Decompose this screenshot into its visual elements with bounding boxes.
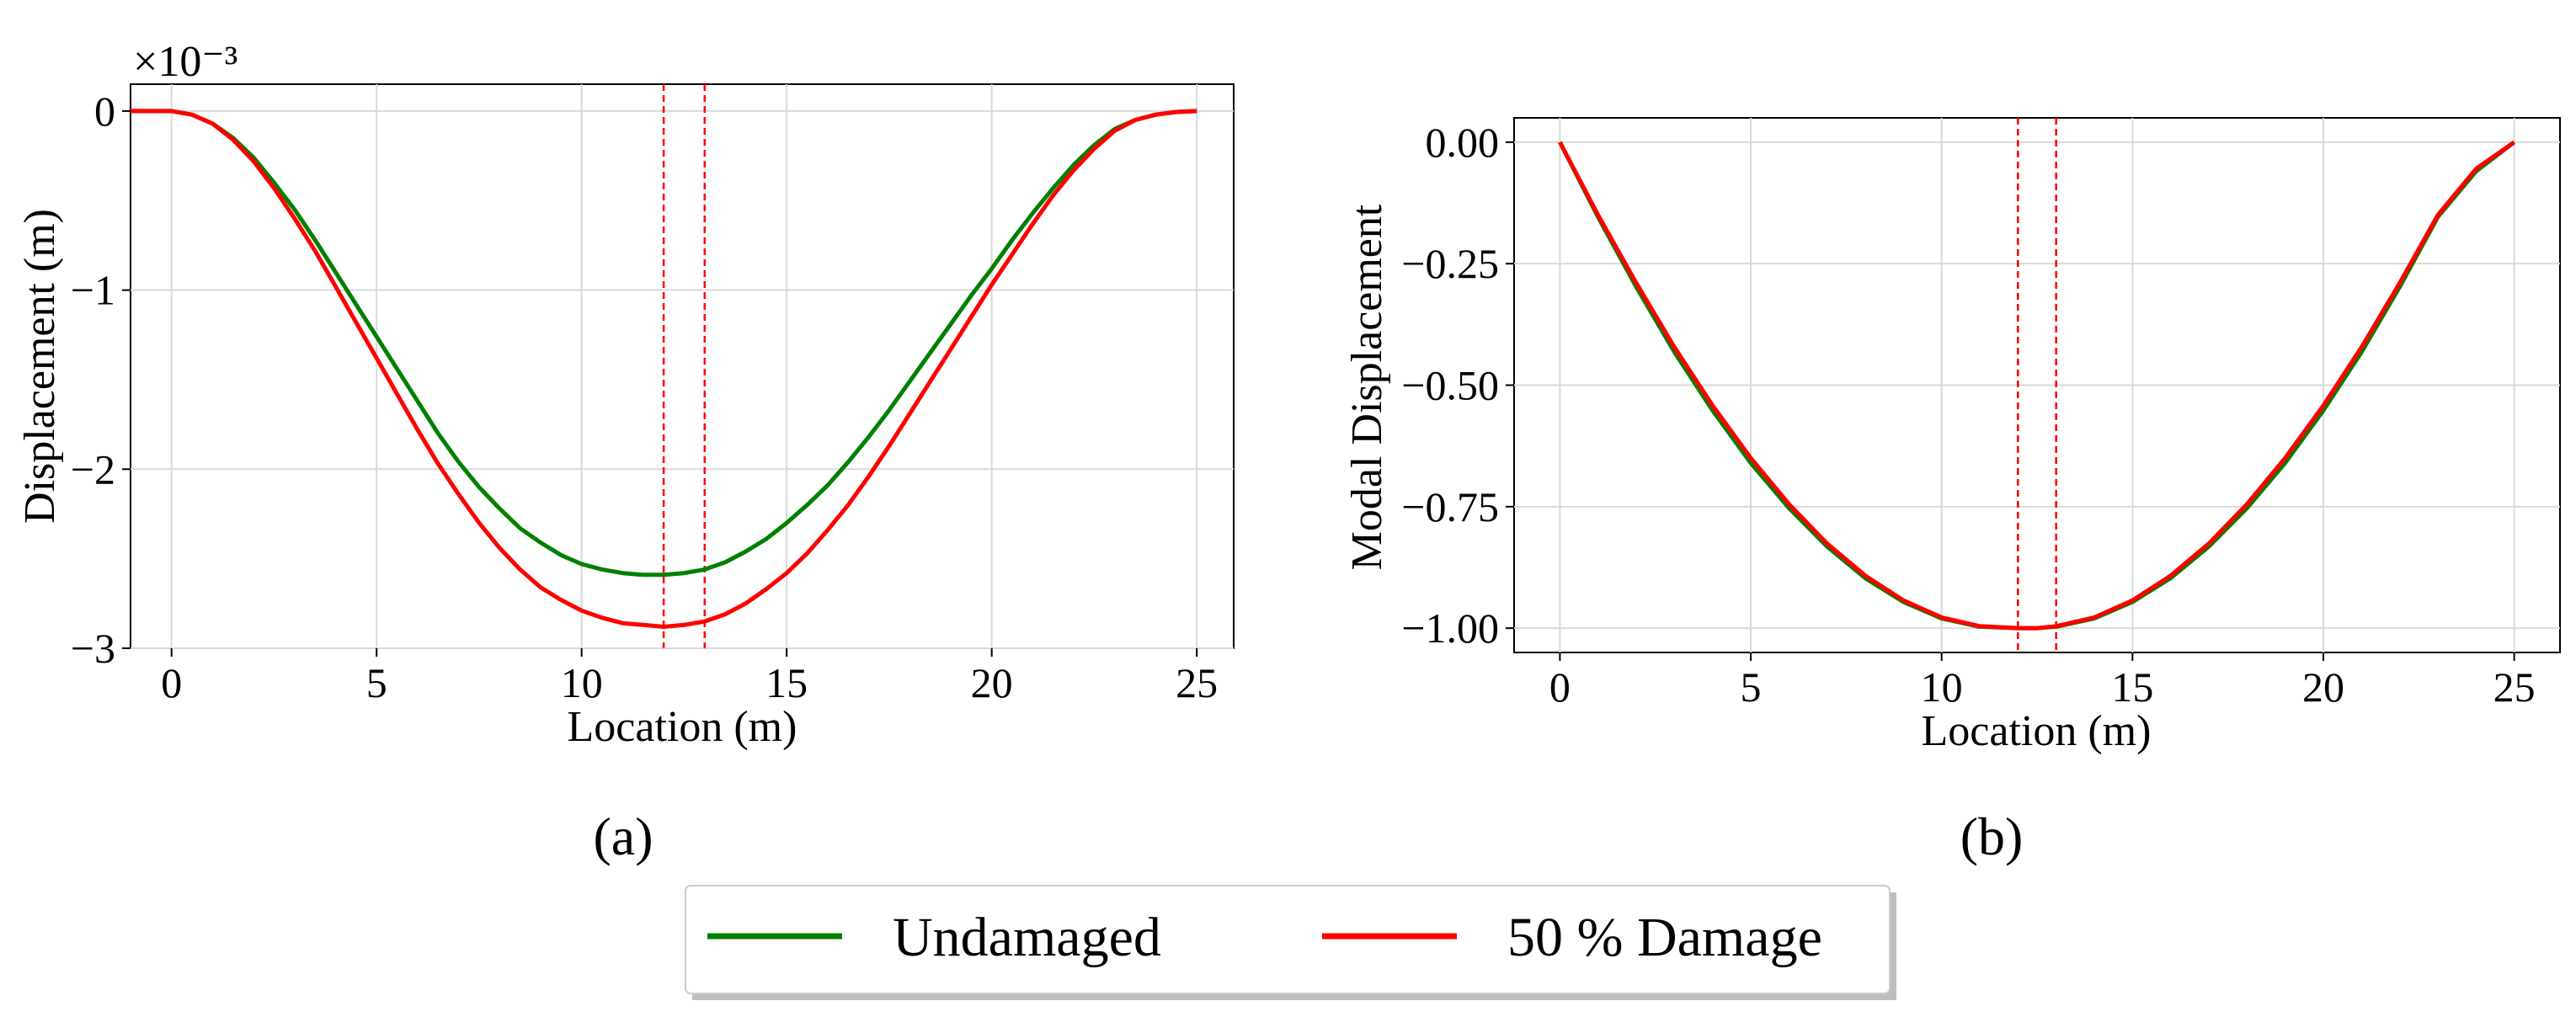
grid-b <box>1514 118 2560 652</box>
x-tick-label: 20 <box>971 659 1013 706</box>
panel-tag-a: (a) <box>593 807 653 866</box>
x-tick-label: 25 <box>2493 663 2536 711</box>
x-axis-label-b: Location (m) <box>1922 707 2152 755</box>
series-b <box>1558 140 2516 631</box>
y-tick-label: −0.50 <box>1401 362 1499 409</box>
series-line-undamaged <box>131 109 1197 578</box>
y-axis-label-b: Modal Displacement <box>1343 204 1391 570</box>
y-ticks-b: 0.00 −0.25 −0.50 −0.75 −1.00 <box>1401 119 1514 652</box>
x-tick-label: 20 <box>2302 663 2344 711</box>
x-tick-label: 25 <box>1176 659 1218 706</box>
x-tick-label: 15 <box>765 659 808 706</box>
damage-lines-b <box>2017 118 2057 652</box>
y-tick-label: 0.00 <box>1426 119 1500 166</box>
y-ticks-a: 0 −1 −2 −3 <box>71 88 131 672</box>
legend-label-damage: 50 % Damage <box>1507 907 1822 968</box>
series-line-damage <box>1558 140 2516 631</box>
x-axis-label-a: Location (m) <box>568 703 797 751</box>
y-tick-label: −0.75 <box>1401 483 1499 530</box>
y-tick-label: 0 <box>94 88 115 135</box>
x-tick-label: 0 <box>161 659 182 706</box>
y-tick-label: −2 <box>71 445 115 493</box>
legend-box <box>685 885 1891 994</box>
x-tick-label: 10 <box>1921 663 1963 711</box>
x-tick-label: 5 <box>366 659 387 706</box>
chart-panel-b: 0 5 10 15 20 25 0.00 −0.25 −0.50 −0.75 −1.00 Loca… <box>1343 117 2561 866</box>
y-tick-label: −0.25 <box>1401 240 1499 287</box>
x-tick-label: 10 <box>561 659 603 706</box>
grid-a <box>131 84 1234 649</box>
offset-text-a: ×10⁻³ <box>133 38 237 86</box>
x-tick-label: 15 <box>2111 663 2153 711</box>
y-tick-label: −1 <box>71 267 115 314</box>
x-tick-label: 0 <box>1549 663 1571 711</box>
y-axis-label-a: Displacement (m) <box>16 209 64 524</box>
legend-label-undamaged: Undamaged <box>893 907 1161 968</box>
x-ticks-a: 0 5 10 15 20 25 <box>161 648 1218 706</box>
x-tick-label: 5 <box>1741 663 1762 711</box>
chart-panel-a: 0 5 10 15 20 25 0 −1 −2 −3 ×10⁻³ Location (m) Di… <box>16 38 1235 866</box>
damage-lines-a <box>662 84 707 648</box>
x-ticks-b: 0 5 10 15 20 25 <box>1549 652 2536 711</box>
y-tick-label: −3 <box>71 625 115 672</box>
legend: Undamaged 50 % Damage <box>685 885 1896 1000</box>
y-tick-label: −1.00 <box>1401 604 1499 652</box>
series-line-damage <box>131 109 1197 629</box>
panel-tag-b: (b) <box>1960 807 2024 866</box>
series-a <box>131 109 1197 629</box>
